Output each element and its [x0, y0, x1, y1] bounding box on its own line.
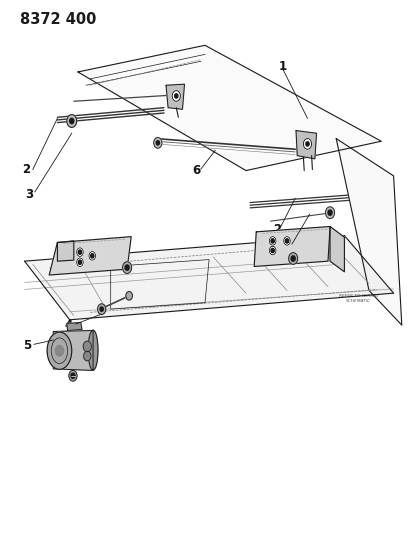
Ellipse shape	[88, 330, 98, 370]
Polygon shape	[57, 241, 74, 261]
Circle shape	[76, 248, 83, 256]
Polygon shape	[166, 84, 184, 109]
Circle shape	[55, 345, 63, 356]
Circle shape	[71, 373, 75, 378]
Ellipse shape	[47, 332, 72, 369]
Text: 5: 5	[23, 339, 31, 352]
Circle shape	[325, 207, 334, 219]
Circle shape	[78, 250, 81, 254]
Circle shape	[288, 253, 297, 264]
Circle shape	[70, 118, 74, 124]
Circle shape	[126, 292, 132, 300]
Circle shape	[290, 256, 294, 261]
Polygon shape	[49, 237, 131, 275]
Circle shape	[270, 248, 274, 253]
Circle shape	[89, 252, 95, 260]
Circle shape	[97, 304, 106, 314]
Polygon shape	[335, 139, 401, 325]
Circle shape	[283, 237, 290, 245]
Text: 2: 2	[22, 163, 31, 176]
Circle shape	[76, 258, 83, 266]
Text: 3: 3	[25, 188, 34, 201]
Circle shape	[270, 239, 274, 243]
Circle shape	[153, 138, 162, 148]
Circle shape	[269, 237, 275, 245]
Text: REFER TO WIRING
SCHEMATIC: REFER TO WIRING SCHEMATIC	[338, 294, 378, 303]
Polygon shape	[329, 227, 344, 272]
Circle shape	[327, 210, 331, 215]
Polygon shape	[295, 131, 316, 159]
Circle shape	[78, 260, 81, 264]
Polygon shape	[25, 236, 393, 320]
Polygon shape	[53, 330, 93, 370]
Circle shape	[122, 262, 131, 273]
Circle shape	[174, 94, 178, 98]
Text: 1: 1	[278, 60, 286, 73]
Circle shape	[69, 370, 77, 381]
Circle shape	[100, 307, 103, 311]
Text: 6: 6	[192, 164, 200, 177]
Circle shape	[125, 265, 129, 270]
Circle shape	[172, 91, 180, 101]
Polygon shape	[78, 45, 380, 171]
Circle shape	[83, 351, 91, 361]
Text: 8372 400: 8372 400	[20, 12, 97, 27]
Polygon shape	[254, 227, 329, 266]
Circle shape	[269, 246, 275, 255]
Circle shape	[90, 254, 94, 258]
Circle shape	[285, 239, 288, 243]
Text: 4: 4	[64, 319, 72, 332]
Text: 2: 2	[272, 223, 280, 236]
Circle shape	[67, 115, 76, 127]
Circle shape	[156, 141, 159, 145]
Circle shape	[305, 142, 308, 146]
Circle shape	[83, 341, 91, 352]
Polygon shape	[67, 322, 82, 330]
Circle shape	[303, 139, 311, 149]
Text: 3: 3	[282, 240, 290, 253]
